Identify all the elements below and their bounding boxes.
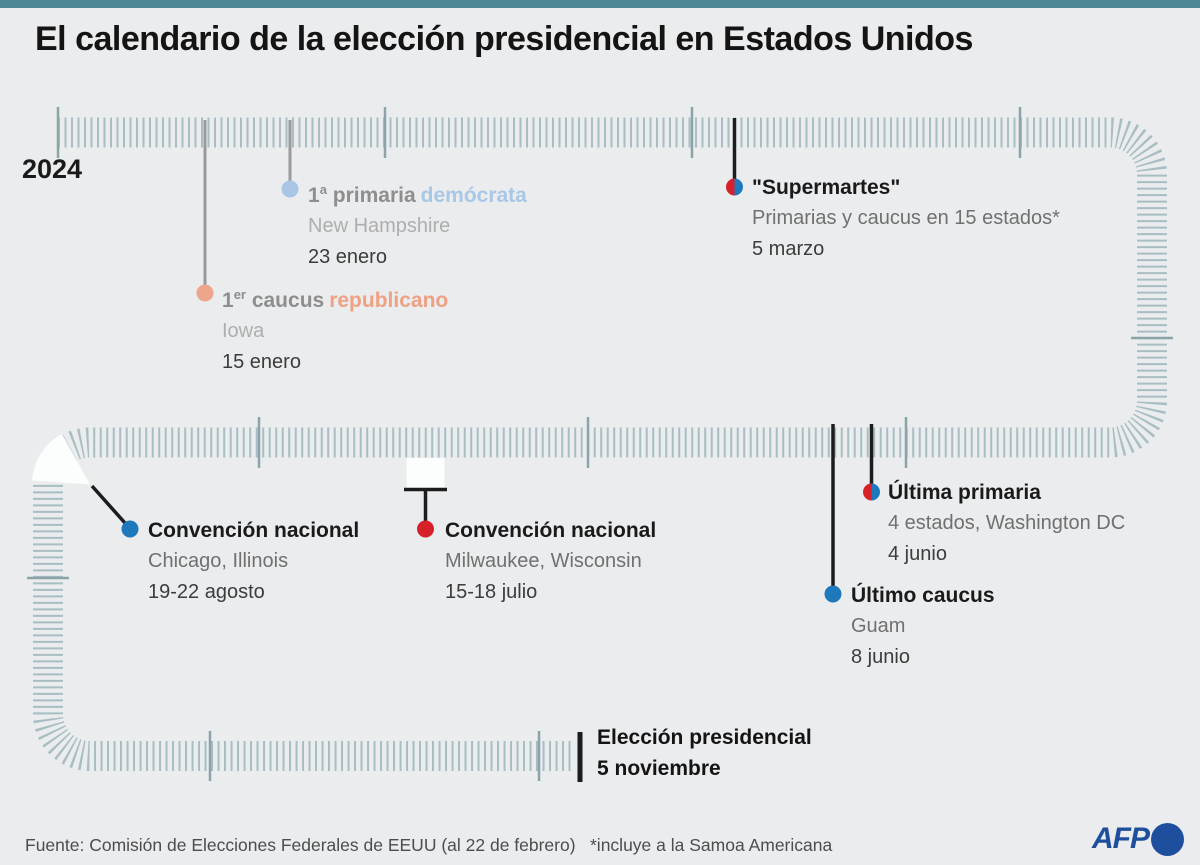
month-ticks <box>27 107 1173 781</box>
event-date: 15 enero <box>222 351 301 373</box>
event-title: Última primaria <box>888 481 1041 504</box>
event-last-primary: Última primaria 4 estados, Washington DC… <box>888 477 1125 570</box>
event-date: 19-22 agosto <box>148 581 265 603</box>
event-title: Último caucus <box>851 584 995 607</box>
election-label: Elección presidencial 5 noviembre <box>597 722 812 784</box>
election-date: 5 noviembre <box>597 757 721 780</box>
event-place: 4 estados, Washington DC <box>888 512 1126 534</box>
event-place: Milwaukee, Wisconsin <box>445 550 642 572</box>
election-day-tick <box>577 732 583 782</box>
afp-logo: AFP <box>1092 822 1184 856</box>
event-date: 4 junio <box>888 543 947 565</box>
event-place: Chicago, Illinois <box>148 550 289 572</box>
event-convention-chicago: Convención nacional Chicago, Illinois 19… <box>148 515 359 608</box>
dot-first-democratic-primary <box>281 180 299 198</box>
event-title: 1er caucus republicano <box>222 287 449 312</box>
source-credit: Fuente: Comisión de Elecciones Federales… <box>25 835 576 855</box>
dot-last-caucus <box>824 585 842 603</box>
date-range-highlight-august-convention <box>32 433 90 485</box>
event-date: 5 marzo <box>752 238 825 260</box>
event-first-republican-caucus: 1er caucus republicano Iowa 15 enero <box>222 279 448 378</box>
connector-diagonal-chicago <box>90 484 127 525</box>
event-place: Primarias y caucus en 15 estados* <box>752 207 1060 229</box>
event-first-democratic-primary: 1a primaria demócrata New Hampshire 23 en… <box>308 174 527 273</box>
top-accent-bar <box>0 0 1200 8</box>
date-range-highlight-july-convention <box>406 458 445 489</box>
event-date: 15-18 julio <box>445 581 538 603</box>
event-convention-milwaukee: Convención nacional Milwaukee, Wisconsin… <box>445 515 656 608</box>
page-title: El calendario de la elección presidencia… <box>35 20 973 58</box>
event-last-caucus: Último caucus Guam 8 junio <box>851 580 995 673</box>
dot-super-tuesday <box>726 178 743 196</box>
event-title: 1a primaria demócrata <box>308 182 527 207</box>
event-place: Iowa <box>222 320 265 342</box>
event-title: Convención nacional <box>148 519 360 542</box>
footnote: *incluye a la Samoa Americana <box>590 835 833 855</box>
timeline-graphic <box>27 107 1173 782</box>
event-super-tuesday: "Supermartes" Primarias y caucus en 15 e… <box>752 172 1060 265</box>
afp-logo-text: AFP <box>1092 822 1150 855</box>
event-date: 8 junio <box>851 646 910 668</box>
year-label: 2024 <box>22 154 83 184</box>
event-date: 23 enero <box>308 246 387 268</box>
connector-lines-past <box>203 120 292 290</box>
dot-first-republican-caucus <box>196 284 214 302</box>
event-place: New Hampshire <box>308 215 451 237</box>
dot-convention-milwaukee <box>417 520 434 538</box>
event-title: "Supermartes" <box>752 176 901 199</box>
election-title: Elección presidencial <box>597 726 812 749</box>
dot-last-primary <box>863 483 880 501</box>
dot-convention-chicago <box>121 520 139 538</box>
event-place: Guam <box>851 615 906 637</box>
connector-lines-upcoming <box>732 118 874 588</box>
connector-tbar-milwaukee <box>404 487 447 521</box>
event-title: Convención nacional <box>445 519 657 542</box>
afp-logo-circle-icon <box>1151 822 1184 856</box>
